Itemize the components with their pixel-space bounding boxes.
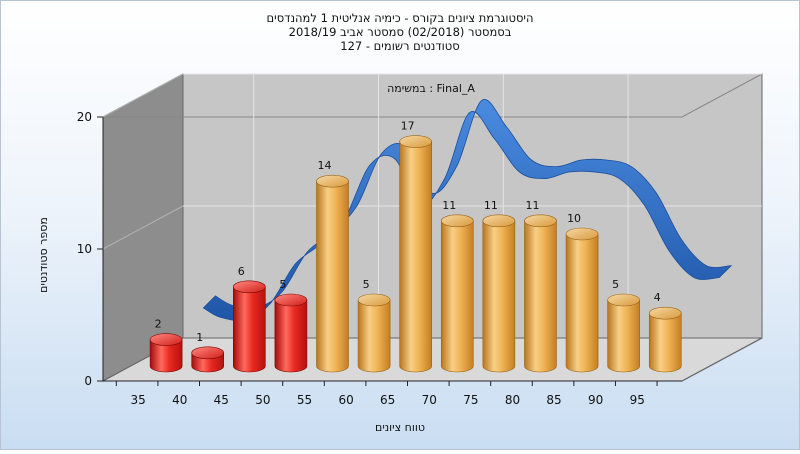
bar-body	[440, 220, 474, 373]
bar: 1	[191, 331, 225, 373]
x-tick-label: 40	[172, 393, 187, 407]
bar-value-label: 5	[279, 278, 286, 291]
bar-top	[191, 346, 225, 360]
bar-body	[149, 339, 183, 373]
x-tick-label: 65	[380, 393, 395, 407]
distribution-curve	[202, 99, 733, 321]
distribution-ribbon	[202, 99, 733, 321]
bar: 4	[648, 291, 682, 373]
bar-top	[607, 293, 640, 307]
task-annotation: במשימה : Final_A	[387, 82, 475, 95]
bar-value-label: 17	[401, 120, 415, 133]
bar: 5	[357, 278, 391, 373]
bar-body	[357, 299, 391, 373]
x-tick-label: 80	[505, 393, 520, 407]
bar: 11	[440, 199, 474, 373]
bar-value-label: 4	[654, 291, 661, 304]
bar-value-label: 1	[196, 331, 203, 344]
x-tick-label: 70	[422, 393, 437, 407]
x-tick-label: 50	[255, 393, 270, 407]
bar-body	[565, 233, 599, 373]
bar-value-label: 2	[155, 318, 162, 331]
bar-top	[482, 214, 516, 228]
x-tick-label: 85	[546, 393, 561, 407]
x-tick-label: 35	[130, 393, 145, 407]
bar-top	[149, 333, 183, 346]
bar-top	[233, 280, 266, 294]
bar: 17	[399, 120, 432, 373]
bar-top	[357, 293, 391, 307]
grid-line-side	[102, 73, 184, 118]
y-tick-label: 10	[77, 242, 92, 256]
y-tick-label: 0	[84, 374, 92, 388]
grid-line-side	[102, 205, 184, 250]
bar-value-label: 5	[612, 278, 619, 291]
bar: 5	[607, 278, 640, 373]
x-axis-title: טווח ציונים	[375, 421, 425, 434]
chart-title: היסטוגרמת ציונים בקורס - כימיה אנליטית 1…	[267, 11, 534, 53]
bar-value-label: 10	[567, 212, 581, 225]
y-tick-label: 20	[77, 110, 92, 124]
x-tick-label: 60	[338, 393, 353, 407]
bar-body	[648, 312, 682, 373]
bar: 2	[149, 318, 183, 373]
title-line-2: בסמסטר (02/2018) סמסטר אביב 2018/19	[289, 25, 512, 39]
bar-value-label: 5	[363, 278, 370, 291]
title-line-3: סטודנטים רשומים - 127	[340, 39, 459, 53]
bar: 10	[565, 212, 599, 373]
x-tick-label: 95	[630, 393, 645, 407]
x-tick-label: 45	[214, 393, 229, 407]
bar-top	[316, 174, 349, 188]
grid-lines	[102, 73, 762, 338]
bar-body	[316, 180, 349, 373]
bar-value-label: 6	[238, 265, 245, 278]
bar-top	[565, 227, 599, 241]
bars-group: 2 1 6 5 14 5 17 11 11 11 10 5 4	[149, 120, 682, 373]
bar-top	[524, 214, 557, 228]
bar-top	[648, 306, 682, 320]
bar-body	[233, 286, 266, 373]
x-tick-label: 90	[588, 393, 603, 407]
title-line-1: היסטוגרמת ציונים בקורס - כימיה אנליטית 1…	[267, 11, 534, 25]
bar-body	[274, 299, 308, 373]
bar-body	[607, 299, 640, 373]
bar-value-label: 11	[525, 199, 539, 212]
bar-top	[274, 293, 308, 307]
bar-body	[482, 220, 516, 373]
bar-body	[524, 220, 557, 373]
x-tick-label: 75	[463, 393, 478, 407]
y-axis-title: מספר סטודנטים	[37, 217, 50, 293]
bar: 5	[274, 278, 308, 373]
x-tick-label: 55	[297, 393, 312, 407]
bar-value-label: 11	[484, 199, 498, 212]
bar-body	[399, 141, 432, 373]
bar-value-label: 14	[317, 159, 331, 172]
bar-top	[399, 135, 432, 148]
bar-top	[440, 214, 474, 228]
bar: 6	[233, 265, 266, 373]
bar: 11	[482, 199, 516, 373]
bar-value-label: 11	[442, 199, 456, 212]
bar: 14	[316, 159, 349, 373]
bar: 11	[524, 199, 557, 373]
